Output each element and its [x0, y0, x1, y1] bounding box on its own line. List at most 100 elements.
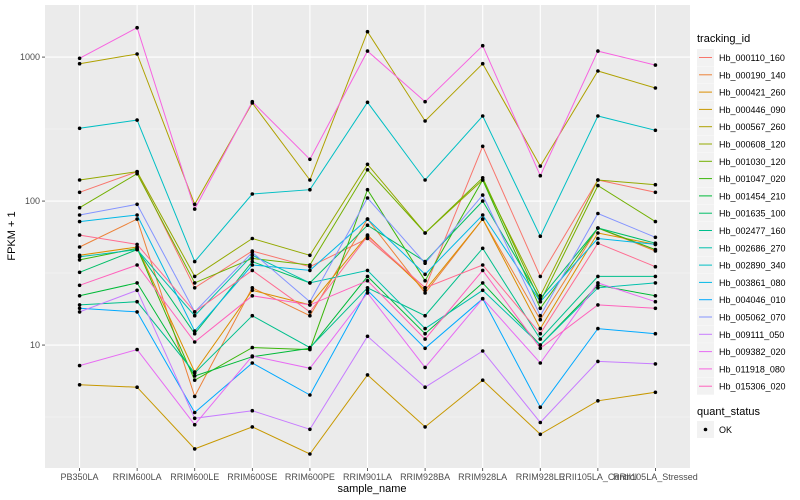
data-point — [192, 422, 197, 427]
data-point — [250, 288, 255, 293]
data-point — [596, 241, 600, 245]
data-point — [135, 171, 139, 176]
data-point — [365, 162, 370, 167]
data-point — [423, 337, 427, 341]
data-point — [192, 310, 197, 314]
data-point — [250, 408, 255, 413]
data-point — [365, 274, 370, 279]
data-point — [77, 245, 82, 249]
data-point — [77, 205, 82, 210]
data-point — [192, 394, 197, 399]
legend-title: tracking_id — [697, 33, 750, 45]
data-point — [192, 202, 197, 207]
data-point — [596, 303, 600, 307]
data-point — [250, 294, 255, 298]
data-point — [308, 313, 312, 318]
data-point — [653, 242, 658, 247]
data-point — [77, 61, 82, 66]
data-point — [538, 234, 543, 238]
data-point — [135, 213, 139, 217]
data-point — [538, 361, 543, 365]
data-point — [77, 363, 82, 368]
x-axis-ticks: PB350LA RRIM600LA RRIM600LE RRIM600SE RRIM60… — [61, 468, 698, 482]
data-point — [480, 199, 485, 203]
shape-legend-swatch — [703, 427, 708, 432]
data-point — [308, 345, 312, 350]
y-axis-title: FPKM + 1 — [6, 211, 18, 260]
data-point — [192, 313, 197, 318]
data-point — [250, 236, 255, 241]
data-point — [538, 274, 543, 279]
data-point — [538, 317, 543, 322]
data-point — [365, 373, 370, 377]
data-point — [250, 192, 255, 196]
legend: tracking_id Hb_000110_160 Hb_000190_140 Hb_… — [697, 33, 786, 438]
legend-entry: Hb_001635_100 — [719, 209, 786, 219]
data-point — [423, 99, 427, 104]
legend-entry: Hb_001454_210 — [719, 191, 786, 201]
data-point — [250, 361, 255, 365]
data-point — [480, 378, 485, 383]
data-point — [250, 253, 255, 258]
data-point — [365, 278, 370, 283]
data-point — [596, 281, 600, 285]
x-tick-label: RRIM600LA — [113, 472, 162, 482]
data-point — [77, 303, 82, 307]
data-point — [538, 294, 543, 298]
data-point — [308, 157, 312, 162]
legend-entry: Hb_005062_070 — [719, 313, 786, 323]
x-tick-label: RRII105LA_Stressed — [613, 472, 698, 482]
data-point — [250, 256, 255, 261]
data-point — [538, 432, 543, 437]
data-point — [596, 178, 600, 182]
data-point — [480, 263, 485, 267]
data-point — [308, 263, 312, 267]
data-point — [538, 346, 543, 351]
data-point — [423, 346, 427, 351]
legend-entry: Hb_003861_080 — [719, 278, 786, 288]
data-point — [135, 25, 139, 30]
data-point — [365, 286, 370, 290]
data-point — [365, 291, 370, 295]
data-point — [77, 258, 82, 262]
data-point — [538, 299, 543, 304]
data-point — [538, 306, 543, 311]
data-point — [77, 306, 82, 311]
data-point — [250, 425, 255, 429]
data-point — [308, 253, 312, 258]
data-point — [423, 231, 427, 235]
data-point — [77, 270, 82, 275]
data-point — [596, 399, 600, 403]
data-point — [480, 288, 485, 293]
data-point — [653, 390, 658, 395]
data-point — [480, 144, 485, 149]
data-point — [135, 217, 139, 221]
data-point — [135, 52, 139, 56]
data-point — [423, 385, 427, 390]
data-point — [77, 310, 82, 314]
data-point — [77, 56, 82, 61]
data-point — [135, 118, 139, 122]
data-point — [596, 49, 600, 53]
data-point — [423, 272, 427, 277]
data-point — [308, 303, 312, 307]
data-point — [308, 366, 312, 371]
data-point — [538, 313, 543, 318]
data-point — [135, 310, 139, 314]
x-axis-title: sample_name — [337, 483, 406, 495]
y-tick-label: 10 — [30, 340, 40, 350]
data-point — [192, 281, 197, 285]
legend-entry: Hb_002890_340 — [719, 261, 786, 271]
data-point — [480, 246, 485, 251]
data-point — [365, 29, 370, 34]
data-point — [365, 268, 370, 273]
data-point — [77, 383, 82, 387]
y-axis-ticks: 10 100 1000 — [20, 52, 45, 350]
data-point — [480, 61, 485, 66]
data-point — [653, 247, 658, 252]
data-point — [596, 114, 600, 118]
data-point — [480, 349, 485, 353]
data-point — [308, 281, 312, 285]
data-point — [538, 405, 543, 410]
